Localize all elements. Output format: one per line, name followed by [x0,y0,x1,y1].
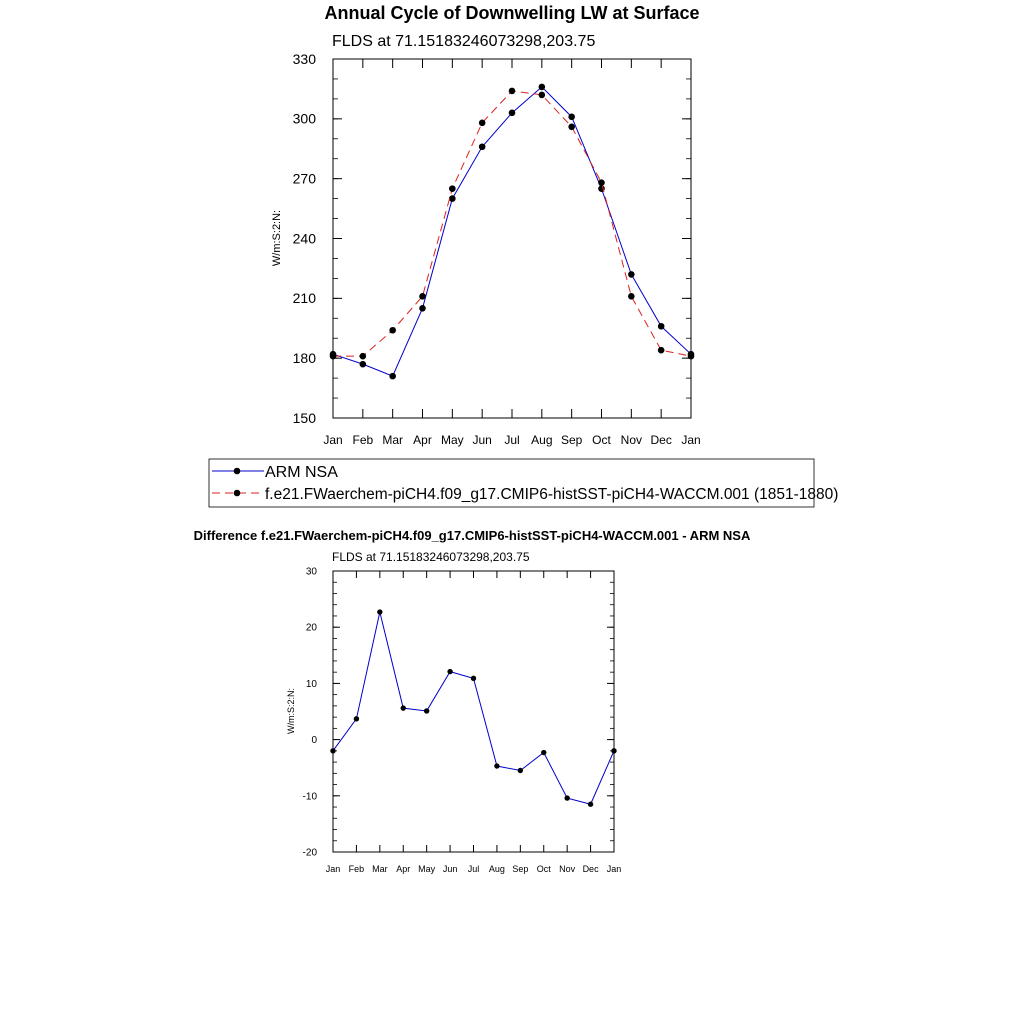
chart1-xtick-label: Feb [352,433,373,447]
chart2-xtick-label: Jun [443,864,458,874]
chart1-xtick-label: Nov [621,433,642,447]
chart1-series-1-point [568,123,575,131]
chart2-ytick-label: 0 [311,735,317,746]
legend-obs-marker [233,467,241,475]
chart2-y-axis: -20 -10 0 10 20 30 [303,567,614,859]
chart1-series-1-point [508,87,516,95]
chart2-series-0-point [353,716,360,722]
chart1-xtick-label: Dec [650,433,671,447]
chart2-ytick-label: 10 [306,679,318,690]
chart2-series-0-point [517,767,524,774]
chart2-series-0-point [470,675,477,682]
chart1-ytick-label: 330 [293,51,317,67]
chart1-ytick-label: 150 [293,410,317,426]
chart1-series-1-point [329,352,337,360]
chart2-series-group [330,609,617,807]
chart1-series-line-0 [332,86,692,377]
chart2-frame [332,570,615,853]
chart1-xtick-label: Aug [531,433,552,447]
chart1-series-0-point [628,271,635,278]
chart2-series-line-0 [332,611,615,805]
chart2-series-0-point [400,705,406,711]
chart1-xtick-label: Mar [382,433,403,447]
chart1-series-1-point [419,293,426,300]
chart1-series-1-point [598,179,605,186]
chart1-series-0-point [389,372,396,380]
chart1-subtitle: FLDS at 71.15183246073298,203.75 [332,33,595,50]
chart1-title: Annual Cycle of Downwelling LW at Surfac… [324,3,699,23]
chart2-ytick-label: 20 [306,623,318,634]
chart1-series-1-point [359,352,367,360]
chart1-series-0-point [359,360,367,368]
chart1-xtick-label: Jan [681,433,700,447]
chart1-series-1-point [538,91,546,99]
chart1-xtick-label: Apr [413,433,432,447]
chart1-y-axis: 150 180 210 240 270 300 330 [293,51,691,426]
chart2-xtick-label: Jul [468,864,480,874]
chart1-series-0-point [478,143,486,151]
chart2-xtick-label: Apr [396,864,410,874]
chart1-xtick-label: Sep [561,433,583,447]
legend-model-label: f.e21.FWaerchem-piCH4.f09_g17.CMIP6-hist… [265,486,838,503]
legend-obs-label: ARM NSA [265,464,338,481]
chart1-xtick-label: Jul [504,433,519,447]
chart2-series-0-point [611,748,617,754]
chart1-legend: ARM NSA f.e21.FWaerchem-piCH4.f09_g17.CM… [208,458,838,508]
chart1-series-0-point [538,83,546,91]
chart2-ytick-label: 30 [306,567,318,578]
chart1-ytick-label: 210 [293,290,317,306]
chart2-series-0-point [423,708,430,714]
chart1-ytick-label: 300 [293,111,317,127]
chart2-subtitle: FLDS at 71.15183246073298,203.75 [332,550,530,564]
chart1-ylabel: W/m:S:2:N: [271,210,283,266]
chart1-xtick-label: Jan [323,433,342,447]
chart1-series-1-point [687,352,695,360]
chart1-series-1-point [389,326,396,334]
chart2-series-0-point [541,749,547,756]
chart2-series-0-point [564,795,570,801]
chart2-series-0-point [587,801,594,807]
chart1-series-group [329,83,695,380]
chart2-ytick-label: -20 [303,848,318,859]
chart1-ytick-label: 270 [293,171,317,187]
chart1-series-0-point [568,113,575,121]
chart2-series-0-point [377,609,383,615]
chart2-xtick-label: Oct [537,864,552,874]
chart1-series-1-point [628,293,635,300]
chart2-xtick-label: Sep [512,864,528,874]
chart1-series-0-point [508,109,516,117]
chart1-ytick-label: 240 [293,230,317,246]
chart2-series-0-point [330,748,336,754]
chart2-ytick-label: -10 [303,791,318,802]
chart1-xtick-label: May [441,433,464,447]
chart2-xtick-label: Mar [372,864,388,874]
chart2-series-0-point [447,668,453,675]
chart2-ylabel: W/m:S:2:N: [286,688,296,734]
chart1-series-1-point [449,185,456,192]
chart2-xtick-label: Dec [583,864,600,874]
chart1-x-axis: Jan Feb Mar Apr May Jun Jul Aug Sep Oct Nov Dec Jan [323,59,701,447]
chart1-series-1-point [657,346,665,354]
chart1-series-0-point [449,195,456,202]
chart1-series-0-point [657,322,665,330]
chart2-xtick-label: May [418,864,436,874]
chart2-x-axis: Jan Feb Mar Apr May Jun Jul Aug Sep Oct Nov Dec Jan [326,571,622,874]
chart1-ytick-label: 180 [293,350,317,366]
chart2-xtick-label: Jan [326,864,341,874]
chart2-xtick-label: Nov [559,864,576,874]
chart2-series-0-point [494,763,500,769]
chart1-series-0-point [419,305,426,312]
chart2-xtick-label: Jan [607,864,622,874]
chart1-xtick-label: Jun [472,433,491,447]
chart1-xtick-label: Oct [592,433,611,447]
chart2-xtick-label: Aug [489,864,505,874]
chart2-title: Difference f.e21.FWaerchem-piCH4.f09_g17… [194,528,751,543]
chart2-xtick-label: Feb [349,864,365,874]
chart1-series-1-point [478,119,486,127]
legend-model-marker [233,489,241,497]
legend-box [208,458,815,508]
chart1-series-line-1 [333,90,692,357]
